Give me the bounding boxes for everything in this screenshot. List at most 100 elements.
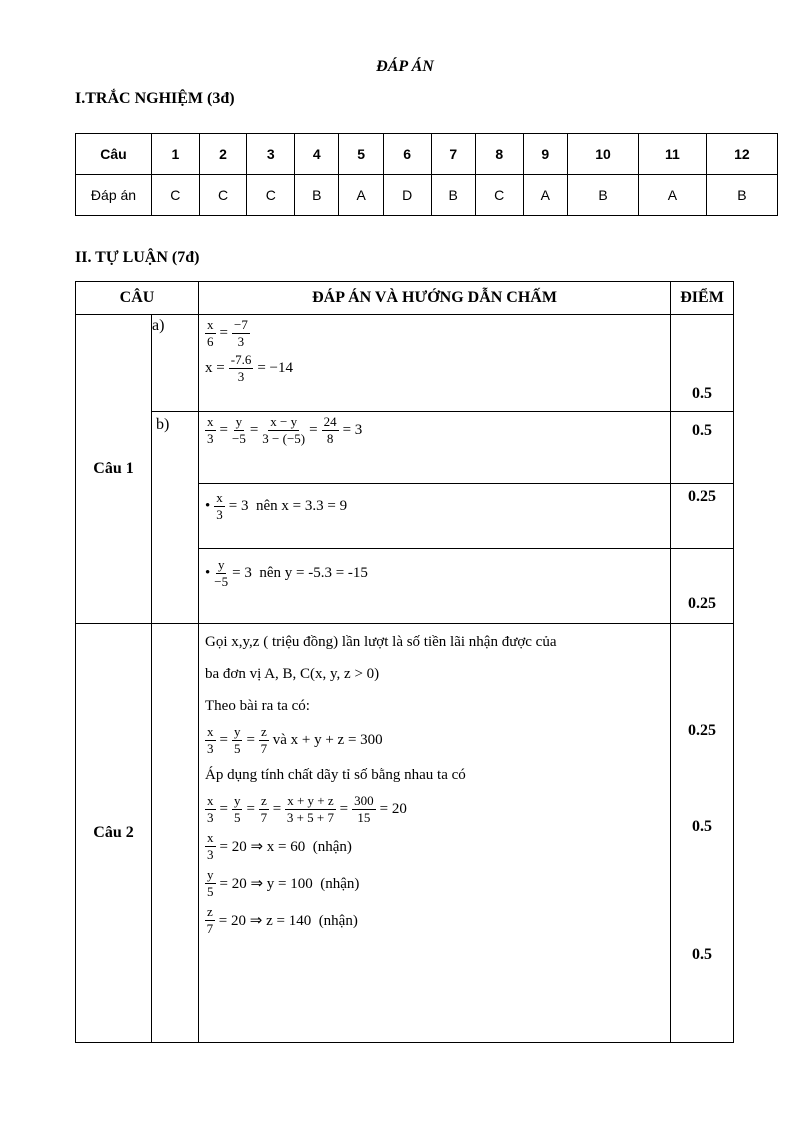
numerator: x — [205, 830, 216, 847]
fraction: y −5 — [214, 557, 228, 590]
quiz-cell: C — [474, 174, 524, 216]
numerator: y — [215, 557, 227, 574]
quiz-cell: C — [246, 174, 296, 216]
denominator: 3 — [207, 847, 214, 862]
math-text: = 20 ⇒ z = 140 (nhận) — [218, 913, 358, 929]
question-label: Câu 2 — [75, 623, 152, 1043]
math-text: = — [246, 801, 255, 817]
score: 0.25 — [670, 548, 735, 624]
quiz-cell: 2 — [198, 133, 248, 175]
numerator: x — [214, 490, 225, 507]
score: 0.5 — [670, 314, 735, 412]
denominator: 3 — [237, 334, 245, 349]
fraction: 300 15 — [352, 793, 376, 826]
numerator: x — [205, 414, 216, 431]
numerator: z — [258, 793, 269, 810]
math-line: y 5 = 20 ⇒ y = 100 (nhận) — [205, 867, 664, 900]
quiz-cell: B — [294, 174, 340, 216]
quiz-cell: C — [198, 174, 248, 216]
question-label: Câu 1 — [75, 314, 152, 624]
numerator: z — [205, 904, 215, 921]
math-text: và x + y + z = 300 — [272, 732, 383, 748]
denominator: 3 — [207, 741, 214, 756]
answer: Gọi x,y,z ( triệu đồng) lần lượt là số t… — [198, 623, 672, 1043]
text-line: ba đơn vị A, B, C(x, y, z > 0) — [205, 665, 380, 682]
answer: • x 3 = 3 nên x = 3.3 = 9 — [198, 483, 672, 549]
fraction: −7 3 — [231, 317, 250, 350]
math-line: • x 3 = 3 nên x = 3.3 = 9 — [205, 490, 664, 523]
quiz-cell: C — [151, 174, 200, 216]
math-line: x 3 = 20 ⇒ x = 60 (nhận) — [205, 830, 664, 863]
score: 0.25 — [670, 483, 735, 549]
quiz-cell: 4 — [294, 133, 340, 175]
math-line: x 3 = y 5 = z 7 và x + y + z = 300 — [205, 724, 664, 757]
fraction: 24 8 — [321, 414, 339, 447]
empty-cell — [150, 623, 200, 1043]
quiz-row: Đáp án C C C B A D B C A B A B — [75, 174, 779, 216]
quiz-cell: 7 — [430, 133, 476, 175]
header-cell: ĐÁP ÁN VÀ HƯỚNG DẪN CHẤM — [198, 281, 672, 315]
denominator: 15 — [357, 810, 371, 825]
quiz-cell: 6 — [382, 133, 432, 175]
score: 0.25 — [688, 722, 717, 739]
math-text: = 3 nên x = 3.3 = 9 — [228, 498, 348, 514]
math-text: • — [205, 565, 211, 581]
text-line: Theo bài ra ta có: — [205, 697, 310, 714]
numerator: y — [231, 793, 243, 810]
math-line: x 6 = −7 3 — [205, 317, 664, 350]
essay-table: CÂU ĐÁP ÁN VÀ HƯỚNG DẪN CHẤM ĐIỂM Câu 1 a)… — [74, 281, 735, 1043]
header-cell: CÂU — [74, 281, 200, 315]
quiz-row: Câu 1 2 3 4 5 6 7 8 9 10 11 12 — [75, 133, 779, 175]
math-text: = — [272, 801, 282, 817]
denominator: 8 — [326, 431, 334, 446]
score: 0.5 — [670, 411, 735, 484]
math-text: = — [219, 732, 228, 748]
numerator: x + y + z — [285, 793, 336, 810]
math-line: z 7 = 20 ⇒ z = 140 (nhận) — [205, 904, 664, 937]
denominator: 7 — [260, 741, 268, 756]
quiz-cell: 9 — [522, 133, 568, 175]
math-text: = — [219, 325, 228, 341]
denominator: −5 — [231, 431, 246, 446]
denominator: 3 − (−5) — [262, 431, 306, 446]
numerator: x — [205, 793, 216, 810]
quiz-cell: Đáp án — [75, 174, 152, 216]
math-text: = 20 ⇒ y = 100 (nhận) — [219, 876, 360, 892]
quiz-cell: A — [338, 174, 384, 216]
math-text: = — [219, 801, 228, 817]
numerator: 24 — [321, 414, 339, 431]
denominator: 5 — [233, 741, 241, 756]
quiz-cell: D — [382, 174, 432, 216]
math-text: = — [246, 732, 255, 748]
score-cell: 0.25 0.5 0.5 — [670, 623, 735, 1043]
section-heading: II. TỰ LUẬN (7đ) — [75, 249, 200, 266]
answer: x 6 = −7 3 x = -7.6 3 = −14 — [198, 314, 672, 412]
numerator: x — [205, 317, 216, 334]
score: 0.5 — [692, 818, 713, 835]
denominator: 3 — [216, 507, 223, 522]
math-text: = 20 ⇒ x = 60 (nhận) — [219, 839, 352, 855]
denominator: 3 — [207, 810, 214, 825]
math-text: • — [205, 498, 211, 514]
numerator: y — [231, 724, 243, 741]
numerator: -7.6 — [228, 352, 254, 369]
numerator: x — [205, 724, 216, 741]
quiz-cell: 12 — [705, 133, 779, 175]
score: 0.5 — [692, 946, 713, 963]
denominator: −5 — [214, 574, 229, 589]
